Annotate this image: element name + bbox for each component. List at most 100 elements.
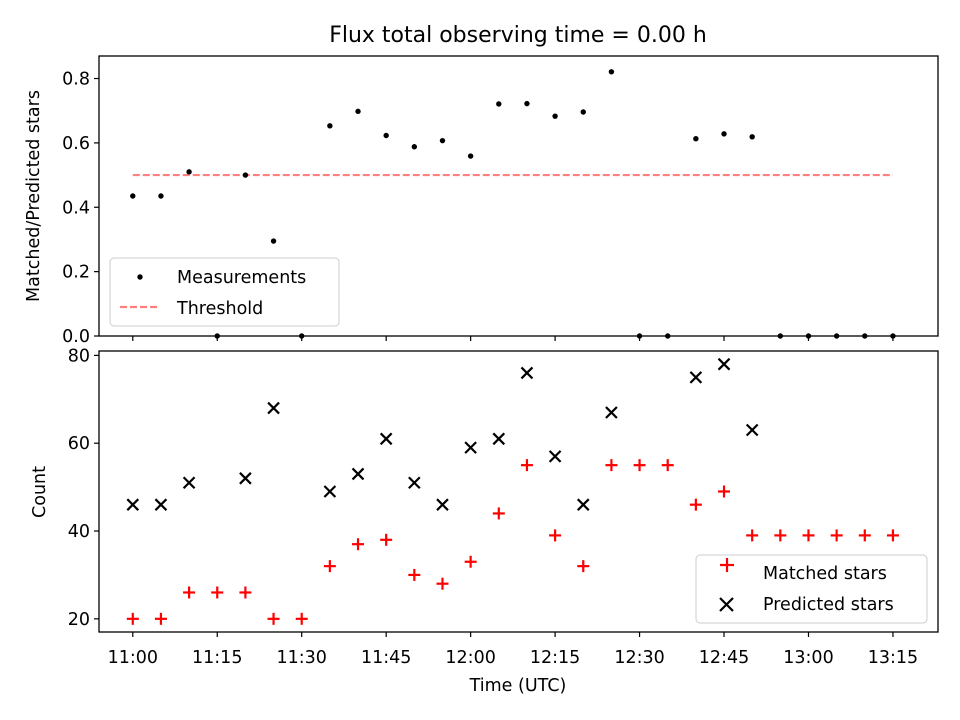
legend-label-threshold: Threshold [176,299,263,319]
measurement-point [608,69,615,75]
predicted-star-point [464,441,477,454]
top-axes-frame [98,55,939,337]
matched-star-point [267,612,280,625]
bottom-y-axis: 20 40 60 80 [68,346,99,630]
predicted-star-point [605,406,618,419]
y-tick-label: 0.4 [62,198,90,218]
y-tick-label: 0.6 [62,134,90,154]
legend-label-predicted-stars: Predicted stars [763,595,894,615]
predicted-star-point [408,476,421,489]
matched-star-point [520,459,533,472]
matched-star-point [633,459,646,472]
measurement-point [693,136,699,142]
y-tick-label: 60 [68,434,90,454]
matched-star-point [718,485,731,498]
predicted-star-point [689,371,703,384]
measurement-point [721,131,727,137]
matched-star-point [352,538,365,551]
predicted-star-point [239,472,252,485]
y-tick-label: 80 [68,346,90,366]
matched-star-point [886,529,899,542]
matched-star-point [689,498,702,511]
matched-star-point [436,577,449,590]
measurement-point [270,238,277,244]
x-tick-label: 13:15 [868,648,918,668]
matched-star-point [408,568,421,581]
matched-star-point [802,529,815,542]
predicted-star-point [492,432,506,446]
measurement-point [383,132,389,139]
matched-star-point [183,586,196,599]
y-tick-label: 40 [68,522,90,542]
legend-label-measurements: Measurements [177,268,306,288]
measurement-point [580,109,586,115]
x-tick-label: 12:00 [445,648,495,668]
predicted-star-point [520,366,534,380]
measurement-point [552,113,558,119]
matched-star-point [211,586,224,599]
x-tick-label: 11:00 [108,648,158,668]
x-tick-label: 11:30 [276,648,326,668]
legend-plus-icon [720,558,734,572]
measurement-point [467,153,474,159]
y-tick-label: 20 [68,610,90,630]
measurement-point [327,123,333,129]
x-tick-label: 12:15 [530,648,580,668]
predicted-star-point [436,498,449,511]
matched-star-point [858,529,871,542]
legend-label-matched-stars: Matched stars [763,564,887,584]
predicted-star-point [154,498,168,511]
measurement-point [186,169,192,175]
matched-star-point [380,533,393,546]
y-tick-label: 0.8 [62,70,90,90]
matched-star-point [661,459,674,472]
bottom-legend: Matched stars Predicted stars [695,554,928,624]
matched-star-point [774,529,787,542]
matched-star-point [323,560,336,573]
chart-title: Flux total observing time = 0.00 h [329,23,707,48]
measurement-point [158,193,164,199]
predicted-star-point [745,423,759,437]
predicted-star-point [267,401,280,415]
matched-star-point [549,529,562,542]
measurement-point [749,134,755,140]
predicted-star-point [576,498,590,511]
matched-star-point [577,560,590,573]
matched-star-point [239,586,252,599]
predicted-star-point [323,485,337,498]
legend-box [109,257,340,327]
predicted-star-point [717,357,731,371]
x-tick-label: 12:30 [614,648,664,668]
legend-x-icon [719,597,734,612]
predicted-star-point [126,498,140,511]
top-y-axis: 0.0 0.2 0.4 0.6 0.8 [62,70,99,347]
measurement-point [439,137,446,144]
bottom-x-axis: 11:00 11:15 11:30 11:45 12:00 12:15 12:30 12:45… [108,632,918,668]
measurement-point [411,144,418,150]
measurement-point [524,100,530,107]
bottom-axes-frame [98,350,939,633]
measurement-point [496,101,502,107]
matched-star-point [154,612,167,625]
x-tick-label: 12:45 [699,648,749,668]
x-tick-label: 11:45 [361,648,411,668]
predicted-star-point [182,476,196,489]
legend-dot-icon [137,274,143,280]
x-tick-label: 11:15 [192,648,242,668]
y-tick-label: 0.2 [62,263,90,283]
x-axis-label: Time (UTC) [469,676,567,696]
matched-star-point [464,555,477,568]
predicted-star-point [351,467,365,481]
matched-star-point [746,529,759,542]
top-legend: Measurements Threshold [109,257,340,327]
measurement-point [242,172,249,178]
matched-star-point [492,507,505,520]
legend-box [695,554,928,624]
top-x-axis [132,336,894,341]
matched-star-point [830,529,843,542]
flux-ratio-panel: Flux total observing time = 0.00 h 0.00.… [24,23,939,347]
y-tick-label: 0.0 [62,327,90,347]
predicted-star-point [548,450,562,463]
